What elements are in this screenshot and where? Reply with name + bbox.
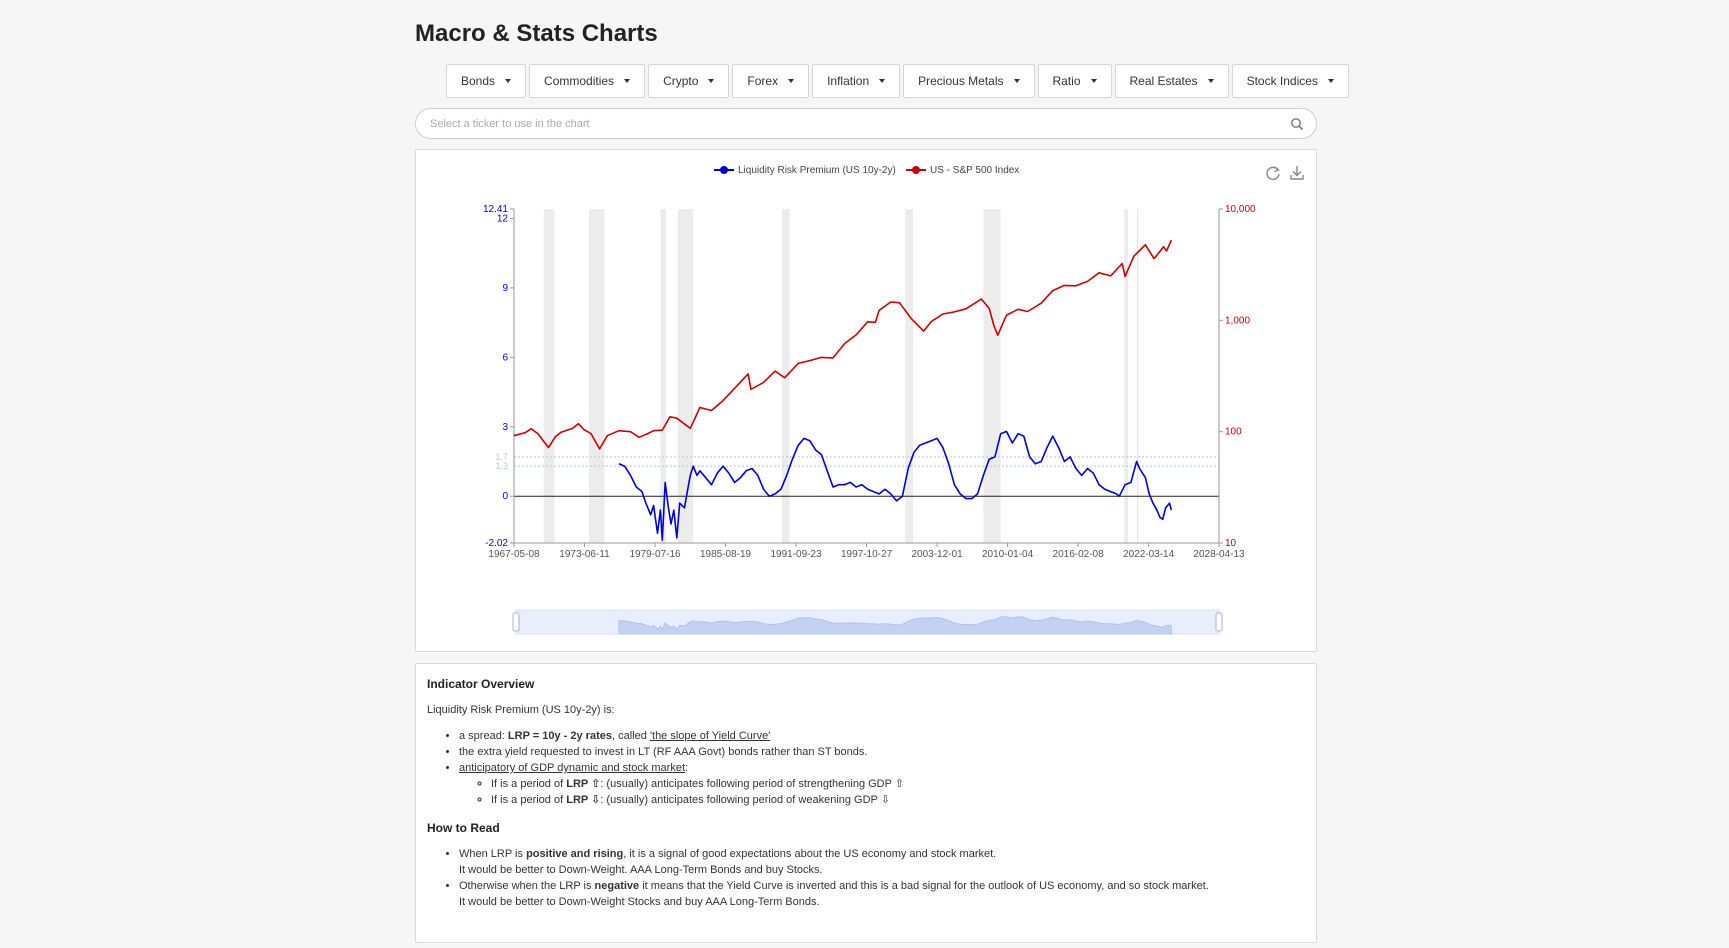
refresh-icon[interactable] [1264, 164, 1282, 182]
menu-label: Commodities [544, 74, 615, 88]
left-tick-label: 6 [502, 352, 508, 363]
menu-label: Inflation [827, 74, 870, 88]
search-icon[interactable] [1290, 117, 1304, 131]
legend-label: US - S&P 500 Index [930, 165, 1019, 176]
zoom-slider-preview [618, 616, 1172, 635]
x-tick-label: 1979-07-16 [629, 549, 681, 560]
ticker-search [415, 108, 1317, 139]
download-icon[interactable] [1288, 164, 1306, 182]
x-tick-label: 1991-09-23 [770, 549, 822, 560]
zoom-slider-right-handle[interactable] [1215, 612, 1223, 632]
caret-down-icon [505, 79, 512, 83]
left-tick-label: 0 [502, 491, 508, 502]
caret-down-icon [1090, 79, 1097, 83]
left-tick-label: 12 [497, 213, 509, 224]
x-tick-label: 1985-08-19 [700, 549, 752, 560]
menu-crypto-dropdown[interactable]: Crypto [648, 64, 730, 98]
howto-list: When LRP is positive and rising, it is a… [427, 846, 1305, 910]
legend-swatch-dot [720, 166, 728, 174]
caret-down-icon [788, 79, 795, 83]
menu-precious-metals-dropdown[interactable]: Precious Metals [903, 64, 1035, 98]
left-tick-label: 12.41 [483, 204, 508, 215]
right-tick-label: 10 [1225, 538, 1237, 549]
list-item: When LRP is positive and rising, it is a… [459, 846, 1305, 878]
caret-down-icon [879, 79, 886, 83]
left-tick-label: 9 [502, 283, 508, 294]
lrp-series-line [618, 430, 1173, 541]
list-item: anticipatory of GDP dynamic and stock ma… [459, 760, 1305, 808]
caret-down-icon [1207, 79, 1214, 83]
menu-stock-indices-dropdown[interactable]: Stock Indices [1231, 64, 1349, 98]
menu-real-estates-dropdown[interactable]: Real Estates [1114, 64, 1229, 98]
caret-down-icon [1013, 79, 1020, 83]
recession-band [589, 209, 605, 543]
recession-band [677, 209, 694, 543]
caret-down-icon [708, 79, 715, 83]
right-tick-label: 100 [1225, 427, 1242, 438]
zoom-slider-left-handle[interactable] [512, 612, 520, 632]
menu-ratio-dropdown[interactable]: Ratio [1037, 64, 1112, 98]
sp500-series-line [513, 239, 1173, 450]
howto-heading: How to Read [427, 821, 500, 835]
menu-inflation-dropdown[interactable]: Inflation [812, 64, 901, 98]
list-item: Otherwise when the LRP is negative it me… [459, 878, 1305, 910]
reference-label: 1.7 [495, 452, 508, 462]
caret-down-icon [624, 79, 631, 83]
reference-label: 1.3 [495, 461, 508, 471]
overview-sublist: If is a period of LRP ⇧: (usually) antic… [459, 776, 1305, 808]
right-tick-label: 1,000 [1225, 315, 1250, 326]
menu-label: Crypto [663, 74, 699, 88]
legend-swatch-dot [912, 166, 920, 174]
menu-label: Ratio [1052, 74, 1081, 88]
legend-label: Liquidity Risk Premium (US 10y-2y) [738, 165, 896, 176]
page-title: Macro & Stats Charts [415, 20, 658, 47]
list-item: the extra yield requested to invest in L… [459, 744, 1305, 760]
recession-band [543, 209, 555, 543]
x-tick-label: 1997-10-27 [841, 549, 893, 560]
recession-band [660, 209, 667, 543]
list-item: a spread: LRP = 10y - 2y rates, called '… [459, 728, 1305, 744]
caret-down-icon [1327, 79, 1334, 83]
list-item: If is a period of LRP ⇧: (usually) antic… [491, 776, 1305, 792]
menu-commodities-dropdown[interactable]: Commodities [529, 64, 646, 98]
menu-label: Stock Indices [1246, 74, 1318, 88]
menu-label: Bonds [461, 74, 496, 88]
right-tick-label: 10,000 [1225, 204, 1256, 215]
menu-label: Precious Metals [918, 74, 1004, 88]
ticker-search-input[interactable] [428, 116, 1290, 131]
menu-label: Real Estates [1129, 74, 1198, 88]
menu-forex-dropdown[interactable]: Forex [732, 64, 810, 98]
x-tick-label: 2003-12-01 [911, 549, 963, 560]
left-tick-label: 3 [502, 422, 508, 433]
x-tick-label: 2028-04-13 [1193, 549, 1245, 560]
recession-band [983, 209, 1001, 543]
recession-band [905, 209, 914, 543]
chart-panel: 1.7 1.3 12.41 12 9 6 3 0 -2.02 10,000 1,000 100 10 19… [415, 149, 1317, 652]
yield-curve-link[interactable]: 'the slope of Yield Curve' [649, 730, 771, 742]
recession-band [1124, 209, 1129, 543]
x-tick-label: 2022-03-14 [1123, 549, 1175, 560]
x-tick-label: 1967-05-08 [488, 549, 540, 560]
gdp-link[interactable]: anticipatory of GDP dynamic and stock ma… [459, 762, 686, 774]
menu-bonds-dropdown[interactable]: Bonds [446, 64, 527, 98]
x-tick-label: 1973-06-11 [559, 549, 610, 560]
x-tick-label: 2010-01-04 [982, 549, 1034, 560]
x-tick-label: 2016-02-08 [1053, 549, 1105, 560]
list-item: If is a period of LRP ⇩: (usually) antic… [491, 792, 1305, 808]
left-tick-label: -2.02 [485, 538, 508, 549]
menu-label: Forex [747, 74, 779, 88]
indicator-info-panel: Indicator Overview Liquidity Risk Premiu… [415, 663, 1317, 943]
overview-heading: Indicator Overview [427, 677, 535, 691]
overview-list: a spread: LRP = 10y - 2y rates, called '… [427, 728, 1305, 808]
category-menubar: Bonds Commodities Crypto Forex Inflation Prec… [446, 64, 1349, 98]
overview-intro: Liquidity Risk Premium (US 10y-2y) is: [427, 704, 615, 716]
